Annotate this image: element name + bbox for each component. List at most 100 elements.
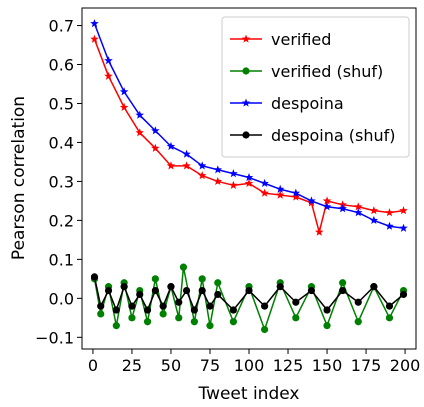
data-point	[179, 263, 188, 271]
data-point	[175, 298, 183, 306]
legend-box	[221, 16, 410, 158]
data-point	[229, 169, 238, 178]
data-point	[261, 325, 269, 334]
x-tick-label: 75	[200, 356, 220, 375]
data-point	[399, 290, 408, 299]
data-point	[369, 215, 379, 225]
x-tick-label: 0	[88, 356, 98, 375]
legend-label: despoina	[271, 94, 344, 113]
data-point	[260, 188, 269, 197]
data-point	[354, 298, 362, 306]
data-point	[206, 322, 214, 330]
y-tick-label: 0.6	[49, 56, 74, 75]
legend-entry: verified	[230, 30, 331, 49]
y-tick-label: 0.3	[49, 172, 74, 191]
x-tick-label: 125	[273, 356, 304, 375]
data-point	[182, 286, 191, 295]
data-point	[190, 318, 198, 326]
data-point	[385, 302, 394, 310]
data-point	[136, 290, 144, 299]
data-point	[291, 188, 301, 197]
data-point	[323, 322, 331, 330]
data-point	[314, 227, 324, 236]
data-point	[151, 143, 160, 152]
x-axis-label: Tweet index	[198, 384, 300, 404]
data-point	[307, 286, 316, 295]
x-tick-label: 175	[351, 356, 382, 375]
data-point	[214, 290, 222, 299]
data-point	[353, 202, 363, 211]
data-point	[399, 206, 408, 215]
data-point	[338, 204, 347, 213]
plot-series	[90, 19, 408, 334]
y-tick-label: 0.5	[49, 94, 74, 113]
y-tick-label: −0.1	[35, 328, 74, 347]
data-point	[292, 314, 300, 322]
data-point	[369, 206, 379, 215]
data-point	[307, 196, 316, 205]
x-tick-label: 100	[234, 356, 265, 375]
data-point	[90, 34, 99, 43]
data-point	[292, 298, 300, 306]
data-point	[97, 310, 105, 318]
data-point	[244, 173, 254, 182]
legend-entry: despoina	[230, 94, 344, 113]
data-point	[213, 165, 223, 174]
x-tick-label: 50	[161, 356, 181, 375]
data-point	[128, 302, 136, 310]
data-point	[167, 283, 175, 291]
data-point	[214, 279, 222, 287]
data-point	[260, 178, 269, 188]
series-3	[90, 273, 408, 314]
data-point	[229, 318, 237, 326]
data-point	[323, 306, 331, 314]
data-point	[119, 102, 129, 112]
x-tick-label: 150	[312, 356, 343, 375]
data-point	[166, 141, 176, 150]
data-point	[159, 310, 167, 318]
data-point	[90, 19, 99, 28]
legend-marker	[241, 34, 251, 43]
y-axis-label: Pearson correlation	[9, 96, 29, 260]
data-point	[182, 149, 191, 158]
series-2	[90, 19, 408, 232]
data-point	[198, 286, 206, 295]
data-point	[90, 273, 99, 281]
legend-entry: despoina (shuf)	[230, 126, 396, 145]
data-point	[120, 283, 128, 291]
data-point	[322, 196, 332, 205]
data-point	[112, 322, 120, 330]
data-point	[229, 180, 238, 189]
data-point	[275, 184, 285, 193]
data-point	[97, 302, 105, 310]
data-point	[135, 110, 145, 119]
data-point	[198, 275, 206, 283]
data-point	[119, 87, 129, 96]
legend-marker	[242, 131, 250, 139]
data-point	[206, 302, 214, 310]
x-axis-ticks: 0 25 50 75 100 125 150 175 200	[88, 349, 421, 375]
data-point	[159, 302, 167, 310]
data-point	[339, 279, 347, 287]
legend-label: verified	[271, 30, 331, 49]
data-point	[385, 221, 394, 230]
data-point	[112, 306, 120, 314]
series-line	[93, 38, 404, 233]
data-point	[354, 318, 362, 326]
data-point	[197, 161, 207, 170]
data-point	[182, 161, 191, 170]
data-point	[128, 314, 136, 322]
data-point	[213, 176, 223, 186]
data-point	[275, 190, 285, 199]
data-point	[104, 286, 113, 295]
legend: verified verified (shuf) despoina despoina …	[221, 16, 410, 158]
data-point	[166, 161, 176, 170]
data-point	[353, 208, 363, 217]
y-tick-label: 0.0	[49, 289, 74, 308]
data-point	[339, 286, 347, 295]
x-tick-label: 200	[390, 356, 421, 375]
data-point	[261, 302, 269, 310]
data-point	[291, 192, 301, 201]
data-point	[322, 202, 332, 211]
data-point	[245, 286, 253, 295]
